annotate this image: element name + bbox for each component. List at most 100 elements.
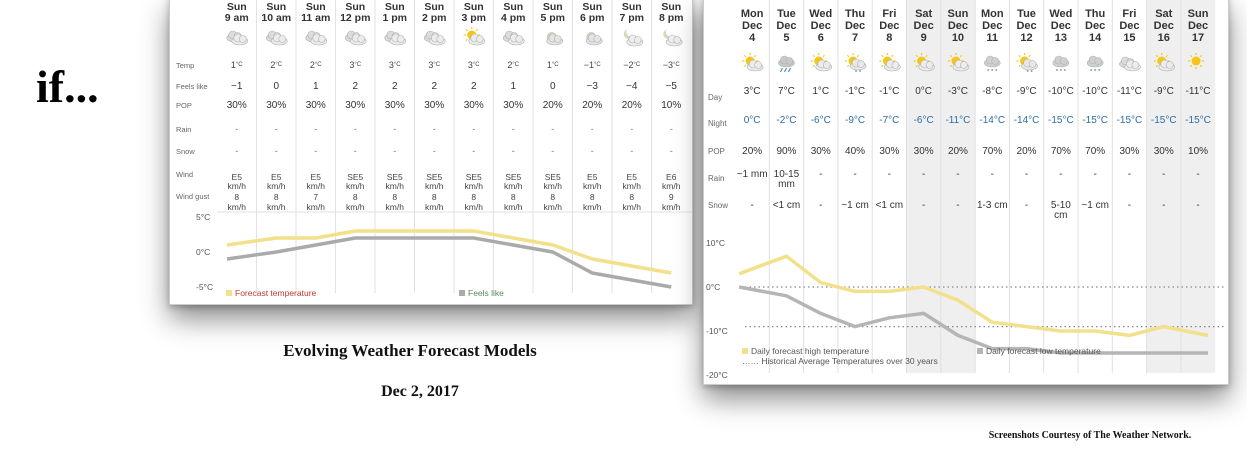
hour-wind-unit: km/h [465, 181, 484, 191]
row-label-pop: POP [708, 147, 725, 156]
hour-temp: −3°C [663, 60, 681, 70]
day-low-temp: -15°C [1048, 115, 1074, 126]
legend-high-swatch [742, 348, 748, 354]
day-snow: 5-10 [1051, 200, 1071, 211]
hour-gust-unit: km/h [465, 202, 484, 212]
hour-pop: 30% [227, 100, 247, 111]
day-dow-label: Sat [915, 8, 932, 20]
legend-avg-label: …… Historical Average Temperatures over … [742, 356, 938, 366]
legend-low-label: Daily forecast low temperature [986, 346, 1101, 356]
hour-wind: SE5 [505, 172, 521, 182]
day-pop: 20% [948, 146, 968, 157]
hour-day-label: Sun [582, 1, 602, 13]
hour-time-label: 4 pm [501, 12, 526, 24]
day-rain: - [819, 169, 822, 180]
hour-wind-unit: km/h [346, 181, 365, 191]
hour-feels-like: 2 [392, 81, 398, 92]
hour-wind: E5 [232, 172, 243, 182]
day-month-label: Dec [1119, 20, 1139, 32]
hour-snow: - [235, 146, 238, 156]
day-month-label: Dec [845, 20, 865, 32]
daily-forecast-panel: Day Night POP Rain Snow Mon Dec 4 3°C 0°C 20% ~1 mm… [703, 0, 1229, 385]
hour-wind: E5 [311, 172, 322, 182]
hour-gust-unit: km/h [662, 202, 681, 212]
hour-gust-unit: km/h [307, 202, 326, 212]
row-label-feels-like: Feels like [176, 82, 208, 91]
hour-temp: 3°C [389, 60, 401, 70]
hour-snow: - [354, 146, 357, 156]
day-pop: 30% [811, 146, 831, 157]
cloudy-icon [384, 30, 407, 46]
sun-snow-icon [845, 53, 867, 72]
temp-unit: °C [275, 62, 282, 68]
hour-snow: - [393, 146, 396, 156]
hour-wind: SE5 [545, 172, 561, 182]
hour-feels-like: 2 [352, 81, 358, 92]
hour-time-label: 7 pm [619, 12, 644, 24]
day-snow: <1 cm [876, 200, 904, 211]
day-rain: - [1162, 169, 1165, 180]
day-date-label: 7 [852, 32, 858, 44]
hour-rain: - [314, 124, 317, 134]
hour-wind-unit: km/h [425, 181, 444, 191]
hourly-axis-label: 0°C [196, 247, 210, 257]
hour-wind: SE5 [387, 172, 403, 182]
daily-high-temperature-line [738, 254, 1209, 338]
day-snow: - [1162, 200, 1165, 211]
day-high-temp: 1°C [812, 86, 829, 97]
day-snow: ~1 cm [1081, 200, 1109, 211]
sun-snow-icon [1016, 53, 1038, 72]
row-label-day: Day [708, 93, 722, 102]
hour-wind: E5 [627, 172, 638, 182]
sun-cloud-icon [913, 53, 935, 72]
hour-wind-unit: km/h [267, 181, 286, 191]
row-label-night: Night [708, 119, 727, 128]
temp-unit: °C [673, 62, 680, 68]
day-snow: - [750, 200, 753, 211]
day-pop: 30% [914, 146, 934, 157]
hour-feels-like: 0 [550, 81, 556, 92]
row-label-wind: Wind [176, 170, 193, 179]
cloudy-icon [344, 30, 367, 46]
hour-time-label: 6 pm [580, 12, 605, 24]
day-month-label: Dec [948, 20, 968, 32]
row-label-rain: Rain [708, 174, 724, 183]
day-dow-label: Tue [777, 8, 796, 20]
daily-axis-label: 10°C [706, 238, 725, 248]
day-snow: ~1 cm [841, 200, 869, 211]
hour-wind: SE5 [426, 172, 442, 182]
hour-snow: - [591, 146, 594, 156]
hour-temp: −2°C [623, 60, 641, 70]
temp-unit: °C [512, 62, 519, 68]
daily-low-temperature-line [738, 285, 1209, 355]
hour-rain: - [235, 124, 238, 134]
hour-day-label: Sun [306, 1, 326, 13]
day-pop: 30% [1119, 146, 1139, 157]
day-date-label: 15 [1123, 32, 1135, 44]
slide-title: if... [36, 61, 99, 112]
sun-cloud-icon [742, 53, 764, 72]
day-high-temp: -1°C [845, 86, 865, 97]
day-dow-label: Mon [981, 8, 1004, 20]
day-rain: - [888, 169, 891, 180]
hour-time-label: 10 am [261, 12, 291, 24]
hour-gust: 8 [471, 192, 476, 202]
hour-rain: - [433, 124, 436, 134]
hour-pop: 20% [543, 100, 563, 111]
day-rain: - [1196, 169, 1199, 180]
hour-snow: - [512, 146, 515, 156]
hour-pop: 20% [582, 100, 602, 111]
day-low-temp: -7°C [879, 115, 899, 126]
hour-rain: - [354, 124, 357, 134]
day-low-temp: -14°C [979, 115, 1005, 126]
hour-day-label: Sun [385, 1, 405, 13]
hour-wind: E5 [587, 172, 598, 182]
day-rain: - [922, 169, 925, 180]
hour-gust: 7 [313, 192, 318, 202]
hour-gust-unit: km/h [386, 202, 405, 212]
day-date-label: 9 [921, 32, 927, 44]
hour-gust: 9 [669, 192, 674, 202]
day-date-label: 12 [1020, 32, 1032, 44]
hour-gust: 8 [234, 192, 239, 202]
hour-wind-unit: km/h [583, 181, 602, 191]
